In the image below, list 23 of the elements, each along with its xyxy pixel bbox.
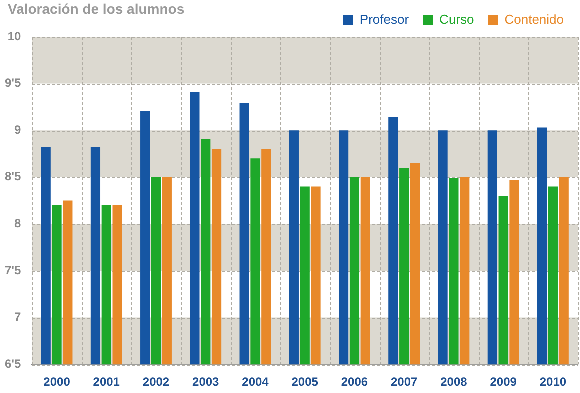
legend-label: Contenido: [504, 12, 564, 28]
x-tick-label: 2000: [44, 375, 71, 390]
x-tick-label: 2007: [390, 375, 418, 390]
y-tick-label: 7'5: [5, 263, 22, 278]
legend-label: Profesor: [360, 12, 410, 28]
y-tick-label: 10: [8, 29, 22, 44]
x-tick-label: 2008: [440, 375, 468, 390]
x-tick-label: 2004: [242, 375, 270, 390]
x-tick-label: 2010: [540, 375, 567, 390]
x-tick-label: 2006: [341, 375, 368, 390]
y-tick-label: 9'5: [5, 76, 22, 90]
y-tick-label: 7: [14, 310, 22, 324]
x-tick-label: 2001: [93, 375, 120, 390]
y-tick-label: 6'5: [5, 356, 22, 371]
y-tick-label: 8'5: [5, 170, 22, 184]
chart-title: Valoración de los alumnos: [8, 1, 185, 17]
y-tick-label: 9: [14, 122, 22, 137]
x-tick-label: 2002: [142, 375, 170, 390]
x-tick-label: 2005: [292, 375, 319, 390]
x-tick-label: 2003: [192, 375, 220, 390]
x-tick-label: 2009: [490, 375, 518, 390]
legend-label: Curso: [440, 12, 474, 28]
y-tick-label: 8: [14, 216, 22, 231]
